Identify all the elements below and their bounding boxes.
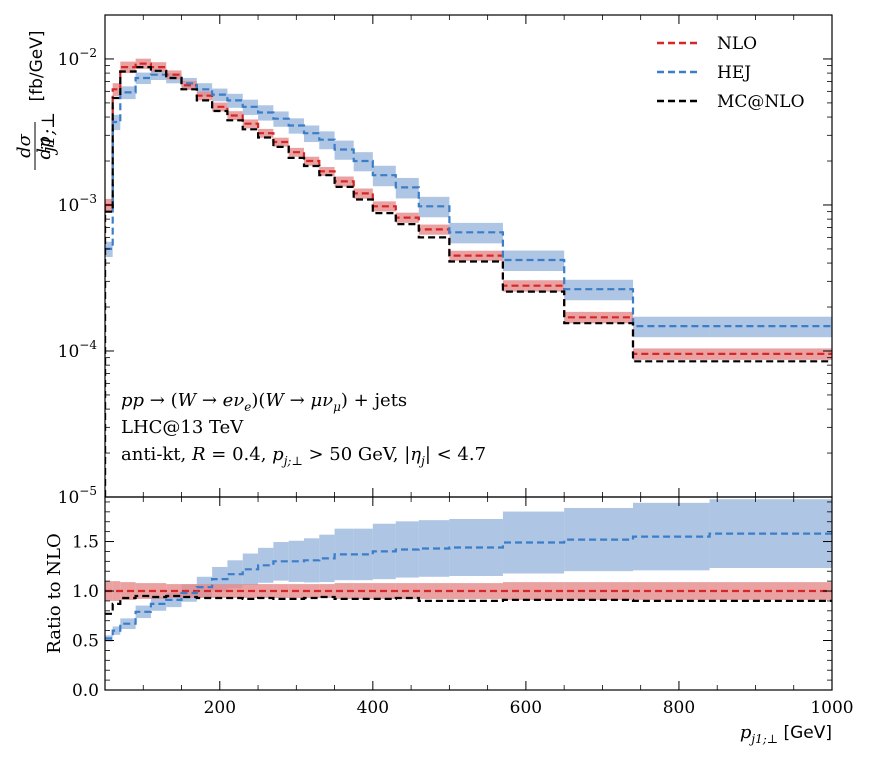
- hej-band-bin: [258, 105, 274, 121]
- ratio-y-tick-label: 0.5: [72, 632, 99, 652]
- ratio-panel-lines: [105, 532, 832, 640]
- nlo-ratio-band-bin: [564, 582, 634, 600]
- nlo-ratio-band-bin: [418, 583, 450, 599]
- nlo-band-bin: [418, 224, 450, 235]
- legend-label-nlo: NLO: [717, 34, 757, 54]
- nlo-ratio-band-bin: [502, 582, 565, 600]
- y-tick-label: 10−3: [58, 192, 97, 216]
- axis-ticks: [105, 14, 833, 691]
- nlo-band-bin: [258, 128, 274, 138]
- x-tick-label: 600: [510, 698, 542, 718]
- x-tick-label: 200: [204, 698, 236, 718]
- hej-band-bin: [273, 111, 289, 127]
- hej-ratio-band-bin: [227, 560, 243, 589]
- hej-band-bin: [303, 125, 320, 143]
- nlo-ratio-band-bin: [227, 584, 243, 598]
- nlo-band-bin: [564, 311, 634, 324]
- annotation-line-1: pp → (W → eνe)(W → μνμ) + jets: [121, 390, 407, 414]
- y-label-unit: [fb/GeV]: [27, 30, 47, 101]
- hej-band-bin: [288, 118, 304, 134]
- ratio-y-label: Ratio to NLO: [44, 533, 65, 654]
- y-label-denominator: dp: [34, 136, 55, 160]
- nlo-ratio-band-bin: [181, 584, 197, 598]
- nlo-band-bin: [273, 137, 289, 147]
- x-tick-label: 800: [663, 698, 695, 718]
- legend: NLO HEJ MC@NLO: [657, 34, 805, 112]
- axes-frames: [104, 14, 833, 691]
- nlo-ratio-band-bin: [150, 583, 167, 599]
- annotations: pp → (W → eνe)(W → μνμ) + jets LHC@13 TeV…: [121, 390, 486, 468]
- hej-ratio-line: [105, 532, 832, 640]
- annotation-line-3: anti-kt, R = 0.4, pj;⊥ > 50 GeV, |ηj| < …: [121, 444, 486, 468]
- mc-nlo-line: [105, 66, 832, 363]
- y-tick-label: 10−2: [58, 46, 97, 70]
- hej-band-bin: [242, 99, 259, 115]
- legend-label-hej: HEJ: [717, 63, 751, 83]
- hej-band-bin: [227, 93, 243, 108]
- hej-ratio-band-bin: [303, 538, 320, 583]
- legend-label-mc-nlo: MC@NLO: [717, 92, 805, 112]
- ratio-y-tick-label: 1.5: [72, 533, 99, 553]
- annotation-line-2: LHC@13 TeV: [121, 417, 244, 438]
- ratio-y-tick-label: 1.0: [72, 582, 99, 602]
- hej-band-bin: [418, 196, 450, 218]
- y-tick-label: 10−4: [58, 338, 98, 362]
- hej-ratio-band-bin: [564, 507, 634, 572]
- hej-band-bin: [150, 69, 167, 80]
- nlo-ratio-band-bin: [334, 583, 354, 599]
- hej-band-bin: [449, 222, 503, 244]
- y-label-subscript: j1;⊥: [38, 112, 59, 156]
- hej-line: [105, 73, 832, 328]
- hej-ratio-band-bin: [135, 605, 151, 619]
- axis-labels: 10−2 10−3 10−4 10−5 200 400 600 800 1000 0.0 0.5 1.…: [14, 30, 854, 746]
- hej-band-bin: [319, 131, 335, 150]
- nlo-ratio-band-bin: [303, 584, 320, 598]
- ratio-panel-frame: [104, 496, 833, 691]
- nlo-ratio-band-bin: [449, 583, 503, 599]
- x-tick-label: 400: [357, 698, 389, 718]
- nlo-band-bin: [319, 167, 335, 176]
- nlo-band-bin: [196, 91, 213, 101]
- nlo-band-bin: [633, 348, 710, 360]
- mc-nlo-ratio-line: [105, 594, 832, 615]
- x-tick-label: 1000: [810, 698, 853, 718]
- ratio-panel-bands: [105, 499, 832, 642]
- hej-band-bin: [502, 250, 565, 272]
- y-label-numerator: dσ: [14, 133, 35, 158]
- ratio-y-tick-label: 0.0: [72, 681, 99, 701]
- hej-ratio-band-bin: [112, 626, 121, 635]
- y-tick-label: 10−5: [58, 484, 97, 508]
- top-panel-lines: [105, 62, 832, 497]
- x-axis-label: pj1;⊥ [GeV]: [740, 722, 832, 746]
- nlo-band-bin: [709, 348, 832, 360]
